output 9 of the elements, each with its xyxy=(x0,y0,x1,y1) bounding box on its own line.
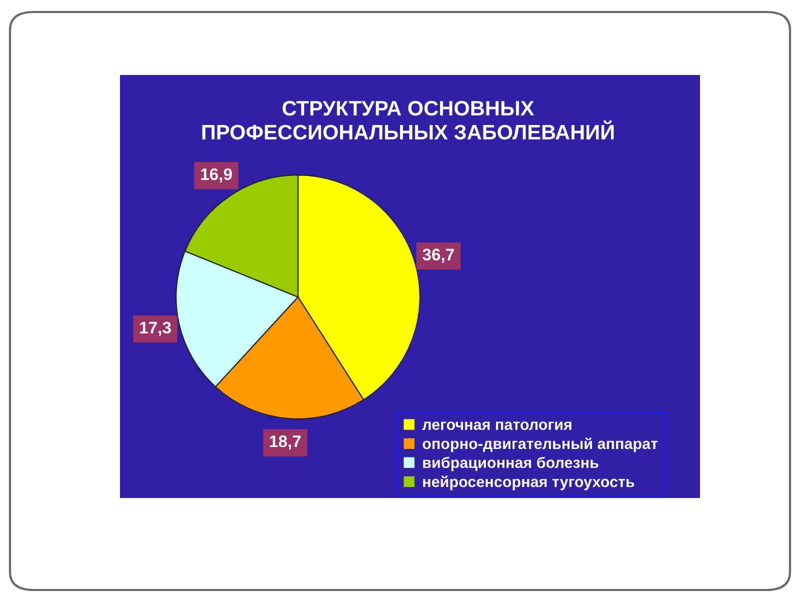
data-label: 36,7 xyxy=(422,248,454,263)
legend-label: опорно-двигательный аппарат xyxy=(422,438,658,452)
legend-label: нейросенсорная тугоухость xyxy=(423,476,634,490)
legend-label: легочная патология xyxy=(422,422,572,430)
data-label: 16,9 xyxy=(201,168,232,183)
chart-title: СТРУКТУРА ОСНОВНЫХ ПРОФЕССИОНАЛЬНЫХ ЗАБОЛЕВАНИЙ xyxy=(202,100,614,140)
data-label: 17,3 xyxy=(140,322,171,336)
legend-label: вибрационная болезнь xyxy=(423,456,598,472)
data-label: 18,7 xyxy=(270,435,301,450)
